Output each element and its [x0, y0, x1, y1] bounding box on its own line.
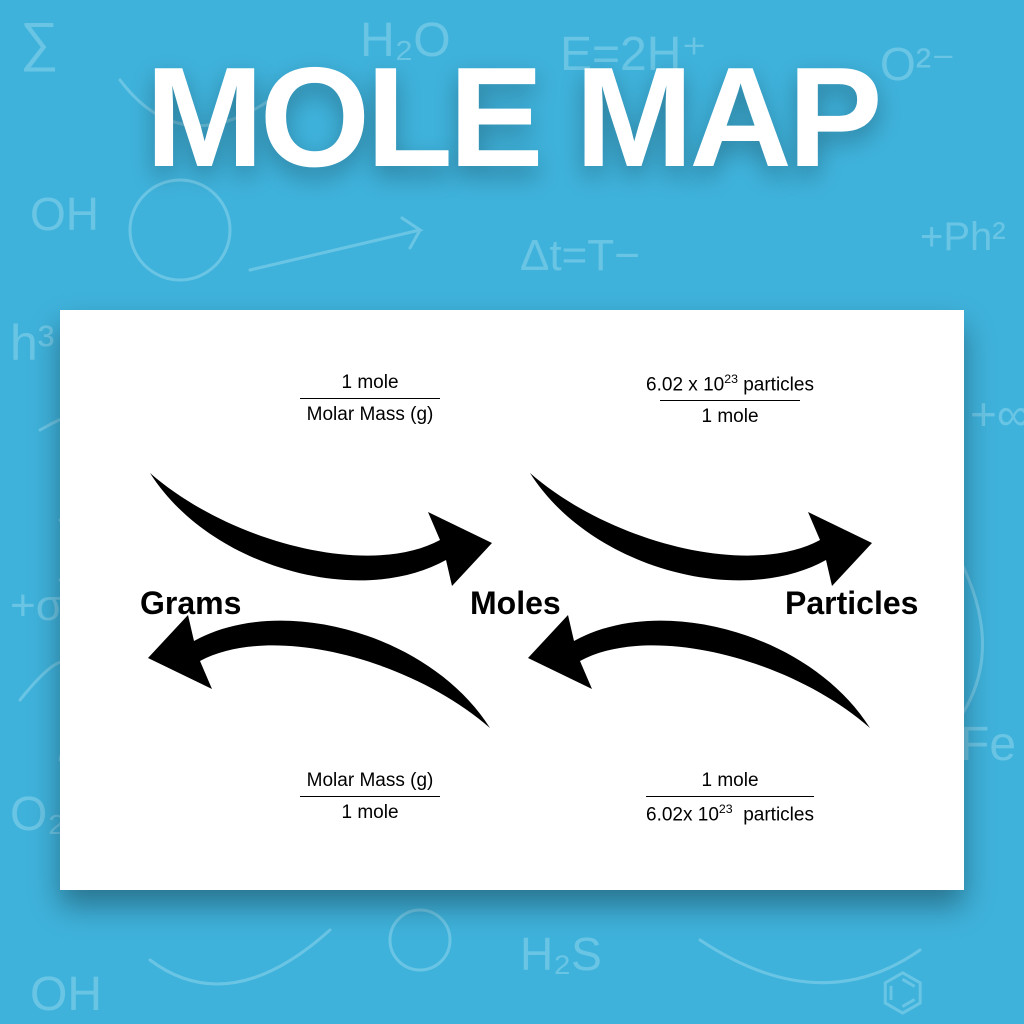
svg-text:Δt=T−: Δt=T−: [520, 231, 640, 280]
conversion-particles_to_moles: 1 mole6.02x 1023 particles: [620, 770, 840, 826]
conversion-moles_to_grams: Molar Mass (g)1 mole: [260, 770, 480, 824]
conversion-grams_to_moles: 1 moleMolar Mass (g): [260, 372, 480, 426]
fraction-numerator: 1 mole: [620, 770, 840, 796]
svg-text:+σ: +σ: [10, 581, 63, 630]
svg-text:O₂: O₂: [10, 788, 66, 841]
svg-text:⌬: ⌬: [880, 964, 925, 1022]
arrow-particles_to_moles: [520, 608, 880, 743]
svg-text:+∞: +∞: [970, 388, 1024, 440]
arrow-moles_to_particles: [520, 458, 880, 593]
fraction-numerator: Molar Mass (g): [260, 770, 480, 796]
arrow-grams_to_moles: [140, 458, 500, 593]
mole-map-diagram: GramsMolesParticles1 moleMolar Mass (g)6…: [60, 310, 964, 890]
svg-text:+Ph²: +Ph²: [920, 215, 1006, 259]
fraction-numerator: 6.02 x 1023 particles: [620, 372, 840, 400]
svg-text:h³: h³: [10, 315, 54, 371]
arrow-moles_to_grams: [140, 608, 500, 743]
fraction-denominator: 6.02x 1023 particles: [646, 796, 814, 826]
fraction-denominator: Molar Mass (g): [300, 398, 440, 426]
svg-text:Fe: Fe: [960, 718, 1016, 771]
diagram-card: GramsMolesParticles1 moleMolar Mass (g)6…: [60, 310, 964, 890]
svg-text:OH: OH: [30, 968, 102, 1021]
fraction-numerator: 1 mole: [260, 372, 480, 398]
page-title: MOLE MAP: [0, 36, 1024, 200]
svg-text:H₂S: H₂S: [520, 928, 602, 980]
conversion-moles_to_particles: 6.02 x 1023 particles1 mole: [620, 372, 840, 428]
fraction-denominator: 1 mole: [300, 796, 440, 824]
fraction-denominator: 1 mole: [660, 400, 800, 428]
